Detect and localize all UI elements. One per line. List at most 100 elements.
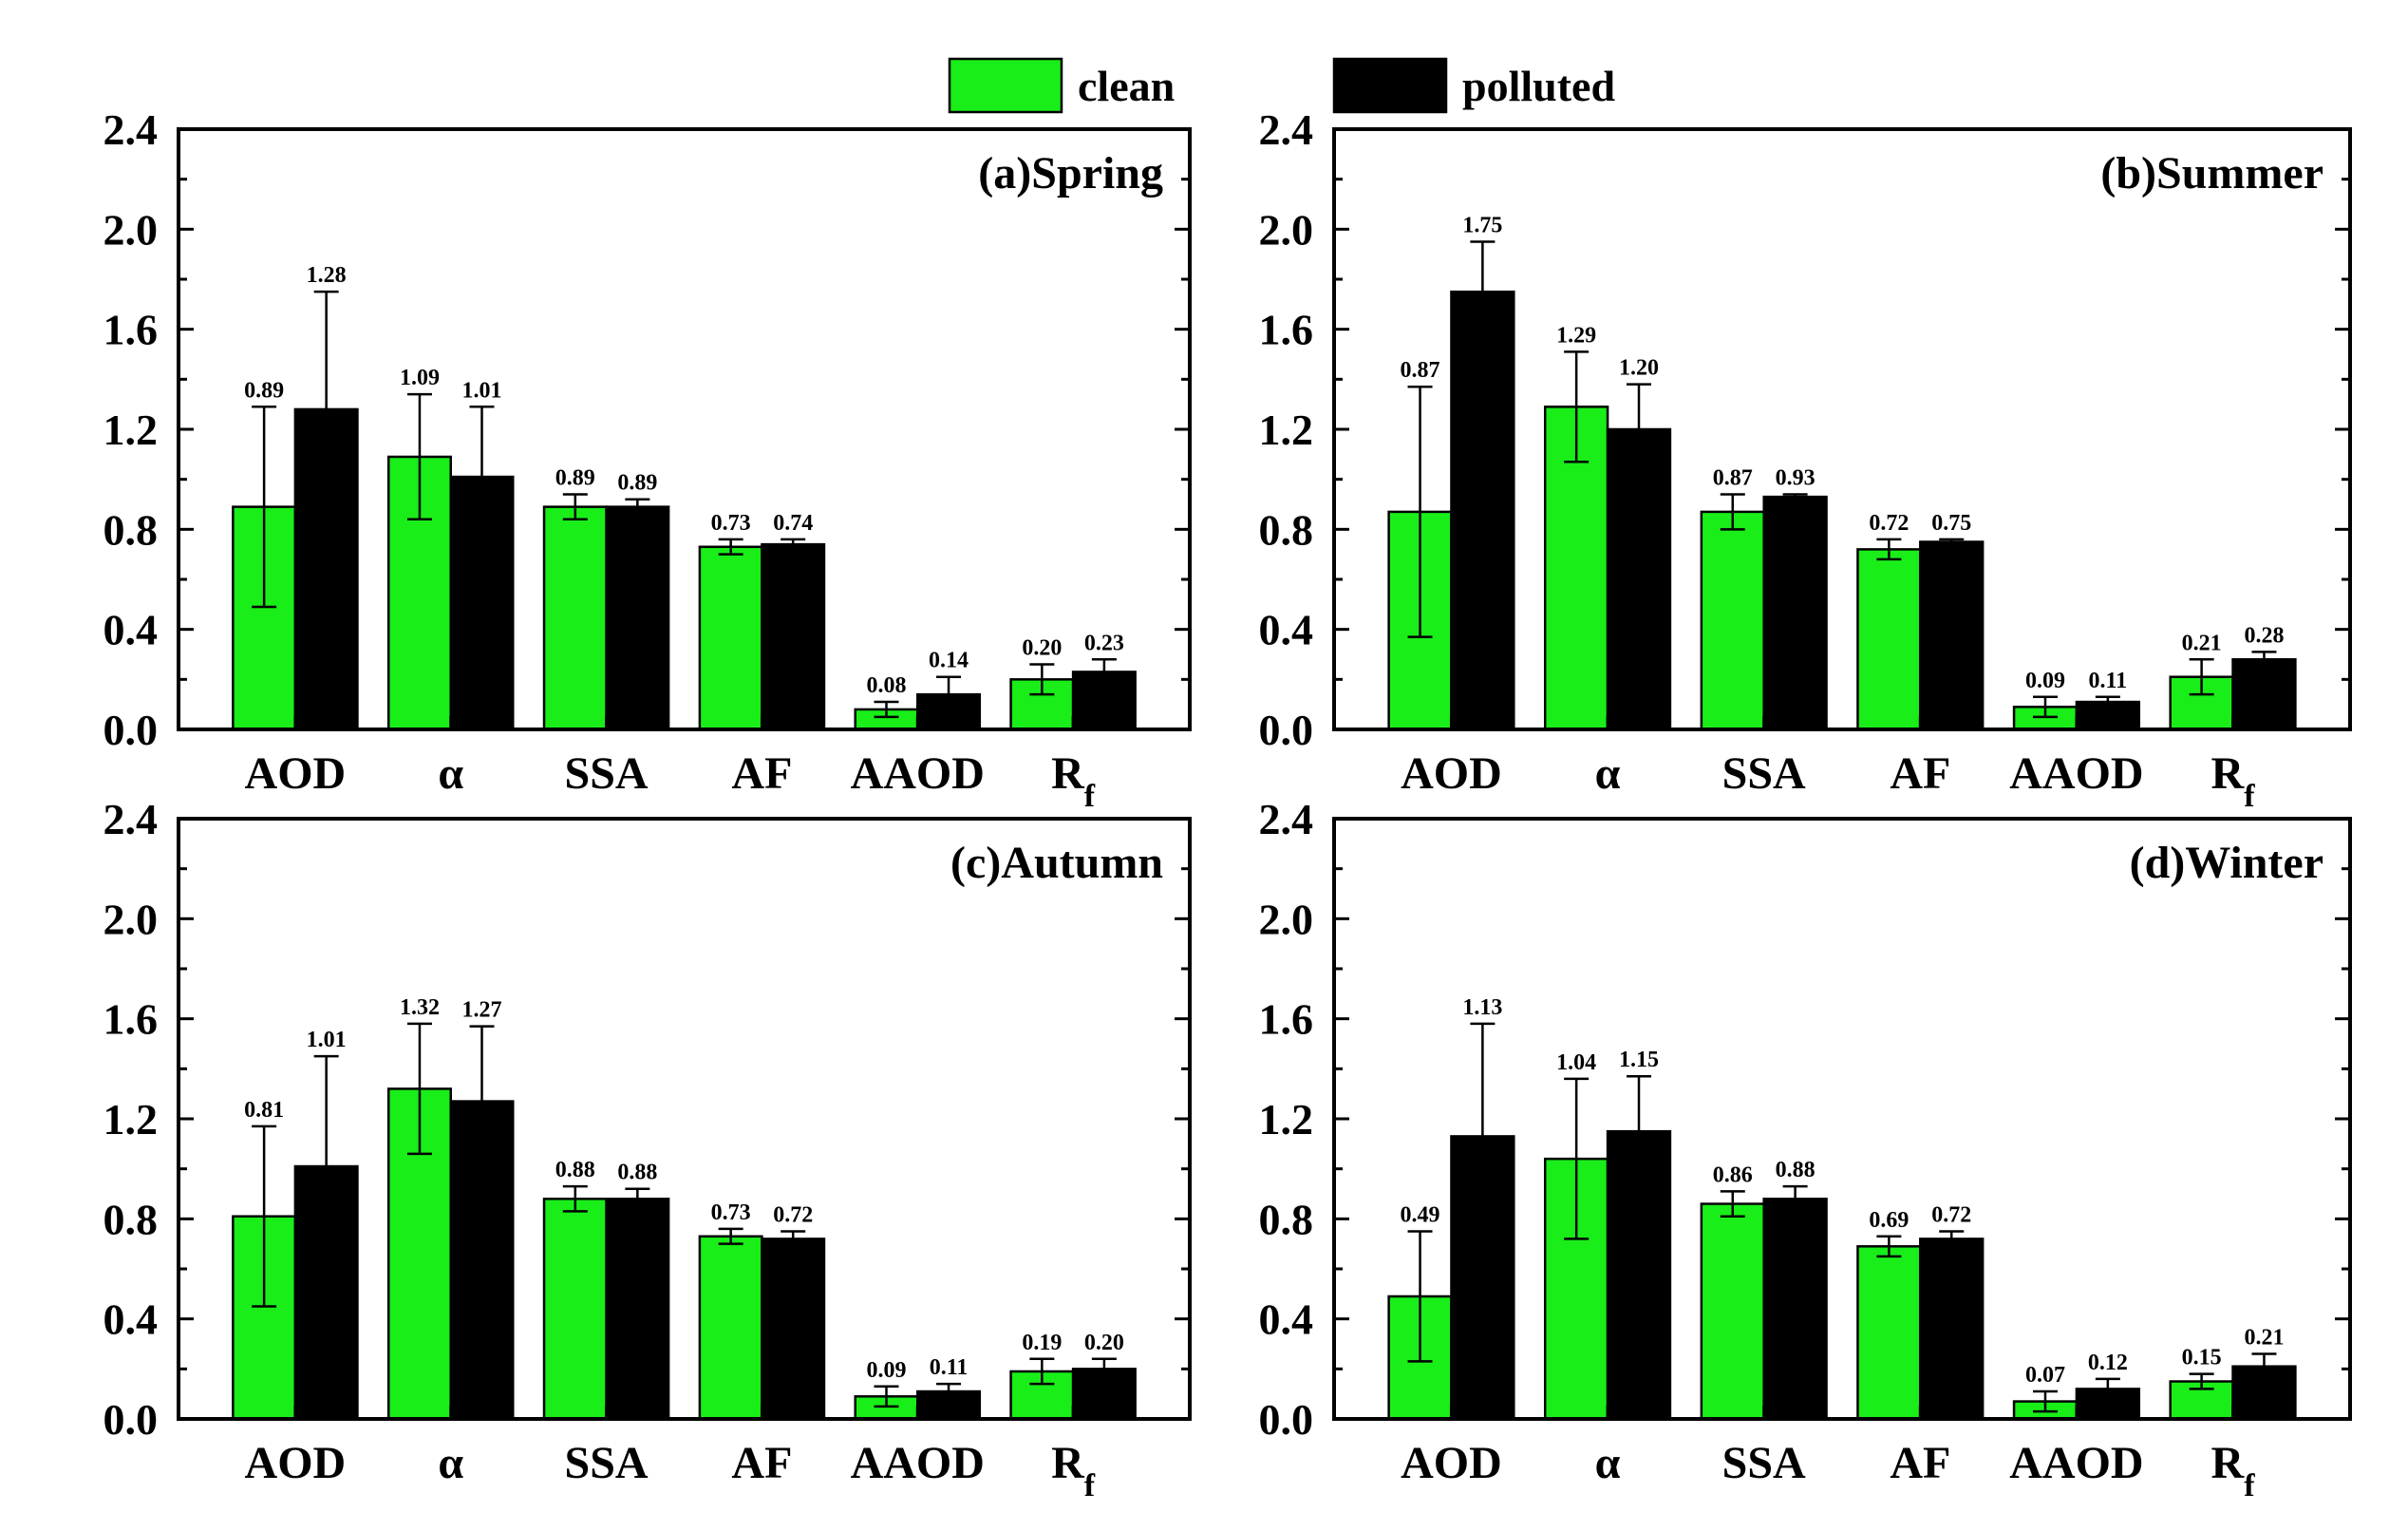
bar-polluted-3: [761, 542, 826, 731]
y-tick-label: 2.0: [103, 895, 159, 943]
x-tick-label: AAOD: [851, 748, 985, 799]
x-tick-label: α: [1595, 1438, 1621, 1488]
data-label-polluted: 0.11: [2089, 669, 2128, 693]
y-tick-label: 0.8: [1259, 505, 1314, 554]
data-label-clean: 0.09: [867, 1358, 907, 1383]
data-label-polluted: 0.88: [1776, 1158, 1815, 1182]
bar-polluted-3: [1919, 1238, 1985, 1421]
x-tick-label: SSA: [1722, 748, 1806, 799]
x-tick-label: AF: [731, 1438, 792, 1488]
bar-clean-3: [698, 1235, 763, 1421]
y-tick-label: 2.0: [1259, 205, 1314, 254]
bar-polluted-3: [761, 1238, 826, 1421]
panel-title: (b)Summer: [2100, 148, 2323, 198]
data-label-clean: 0.87: [1713, 465, 1753, 490]
data-label-clean: 0.09: [2025, 669, 2065, 693]
x-tick-label: SSA: [565, 1438, 649, 1488]
data-label-clean: 0.49: [1401, 1203, 1440, 1228]
y-tick-label: 0.0: [1259, 706, 1314, 754]
bar-polluted-2: [1762, 495, 1828, 731]
y-tick-label: 1.6: [103, 306, 159, 354]
data-label-clean: 0.86: [1713, 1162, 1753, 1187]
x-tick-label: Rf: [1051, 1438, 1096, 1503]
y-tick-label: 0.8: [103, 505, 159, 554]
data-label-polluted: 0.93: [1776, 465, 1815, 490]
data-label-polluted: 1.75: [1462, 214, 1502, 238]
y-tick-label: 0.8: [103, 1195, 159, 1243]
x-tick-label: AF: [1890, 1438, 1950, 1488]
y-tick-label: 2.4: [1259, 795, 1314, 843]
bar-polluted-2: [1762, 1198, 1828, 1421]
data-label-clean: 0.89: [244, 378, 284, 403]
data-label-clean: 0.81: [244, 1098, 284, 1123]
data-label-polluted: 0.72: [1931, 1203, 1971, 1228]
y-tick-label: 1.2: [103, 406, 159, 454]
bar-polluted-2: [605, 1198, 670, 1421]
x-tick-label: Rf: [2211, 748, 2256, 814]
y-tick-label: 1.2: [103, 1095, 159, 1144]
data-label-clean: 1.32: [400, 995, 440, 1020]
data-label-polluted: 0.28: [2244, 623, 2284, 648]
data-label-clean: 1.09: [400, 366, 440, 390]
data-label-polluted: 0.12: [2088, 1351, 2128, 1375]
bar-clean-3: [698, 545, 763, 731]
data-label-polluted: 1.28: [307, 263, 347, 288]
x-tick-label: AAOD: [2009, 1438, 2143, 1488]
y-tick-label: 0.0: [103, 706, 159, 754]
data-label-clean: 0.69: [1869, 1208, 1909, 1233]
data-label-polluted: 1.27: [462, 998, 502, 1023]
bar-clean-2: [542, 505, 608, 731]
y-tick-label: 0.0: [103, 1395, 159, 1444]
data-label-polluted: 1.01: [307, 1028, 347, 1052]
data-label-polluted: 0.21: [2244, 1326, 2284, 1351]
x-tick-label: AOD: [1401, 748, 1502, 799]
plot-frame: [1332, 127, 2352, 731]
data-label-clean: 0.72: [1869, 511, 1909, 536]
legend-swatch-polluted: [1332, 57, 1448, 114]
plot-frame: [177, 817, 1192, 1421]
panel-title: (a)Spring: [978, 148, 1163, 198]
data-label-polluted: 0.23: [1084, 631, 1124, 655]
bar-polluted-0: [1450, 290, 1515, 731]
data-label-polluted: 1.01: [462, 378, 502, 403]
x-tick-label: α: [438, 748, 463, 799]
bar-clean-2: [542, 1198, 608, 1421]
bar-polluted-1: [449, 475, 515, 731]
data-label-clean: 1.29: [1556, 323, 1596, 348]
data-label-clean: 0.08: [867, 673, 907, 698]
data-label-clean: 0.87: [1401, 358, 1440, 383]
panel-winter: 0.0 0.4 0.8 1.2 1.6 2.0 2.4 0.49 1.13 AOD 1.04 1.15…: [1259, 795, 2352, 1503]
data-label-clean: 0.20: [1022, 636, 1062, 661]
panels: 0.0 0.4 0.8 1.2 1.6 2.0 2.4 0.89 1.28 AOD 1.09 1.01…: [103, 105, 2352, 1503]
y-tick-label: 2.4: [103, 795, 159, 843]
x-tick-label: AF: [1890, 748, 1950, 799]
bar-polluted-3: [1919, 540, 1985, 731]
bar-clean-2: [1700, 1202, 1765, 1421]
y-tick-label: 0.4: [1259, 606, 1314, 654]
plot-frame: [1332, 817, 2352, 1421]
bar-clean-3: [1856, 548, 1922, 731]
data-label-clean: 0.19: [1022, 1331, 1062, 1355]
y-tick-label: 1.2: [1259, 1095, 1314, 1144]
x-tick-label: α: [1595, 748, 1621, 799]
x-tick-label: AAOD: [851, 1438, 985, 1488]
bar-polluted-5: [2231, 658, 2297, 731]
y-tick-label: 1.2: [1259, 406, 1314, 454]
panel-spring: 0.0 0.4 0.8 1.2 1.6 2.0 2.4 0.89 1.28 AOD 1.09 1.01…: [103, 105, 1192, 814]
y-tick-label: 0.4: [103, 606, 159, 654]
y-tick-label: 2.0: [1259, 895, 1314, 943]
y-tick-label: 0.4: [103, 1295, 159, 1344]
legend-label-polluted: polluted: [1462, 62, 1615, 110]
x-tick-label: Rf: [1051, 748, 1096, 814]
data-label-polluted: 0.11: [930, 1355, 969, 1380]
y-tick-label: 2.0: [103, 205, 159, 254]
x-tick-label: AOD: [245, 1438, 347, 1488]
data-label-polluted: 0.88: [617, 1161, 657, 1185]
bar-clean-3: [1856, 1245, 1922, 1421]
data-label-polluted: 1.20: [1619, 356, 1659, 381]
panel-title: (d)Winter: [2130, 838, 2323, 888]
data-label-polluted: 0.74: [773, 511, 813, 536]
x-tick-label: AAOD: [2009, 748, 2143, 799]
data-label-clean: 0.88: [555, 1158, 595, 1182]
